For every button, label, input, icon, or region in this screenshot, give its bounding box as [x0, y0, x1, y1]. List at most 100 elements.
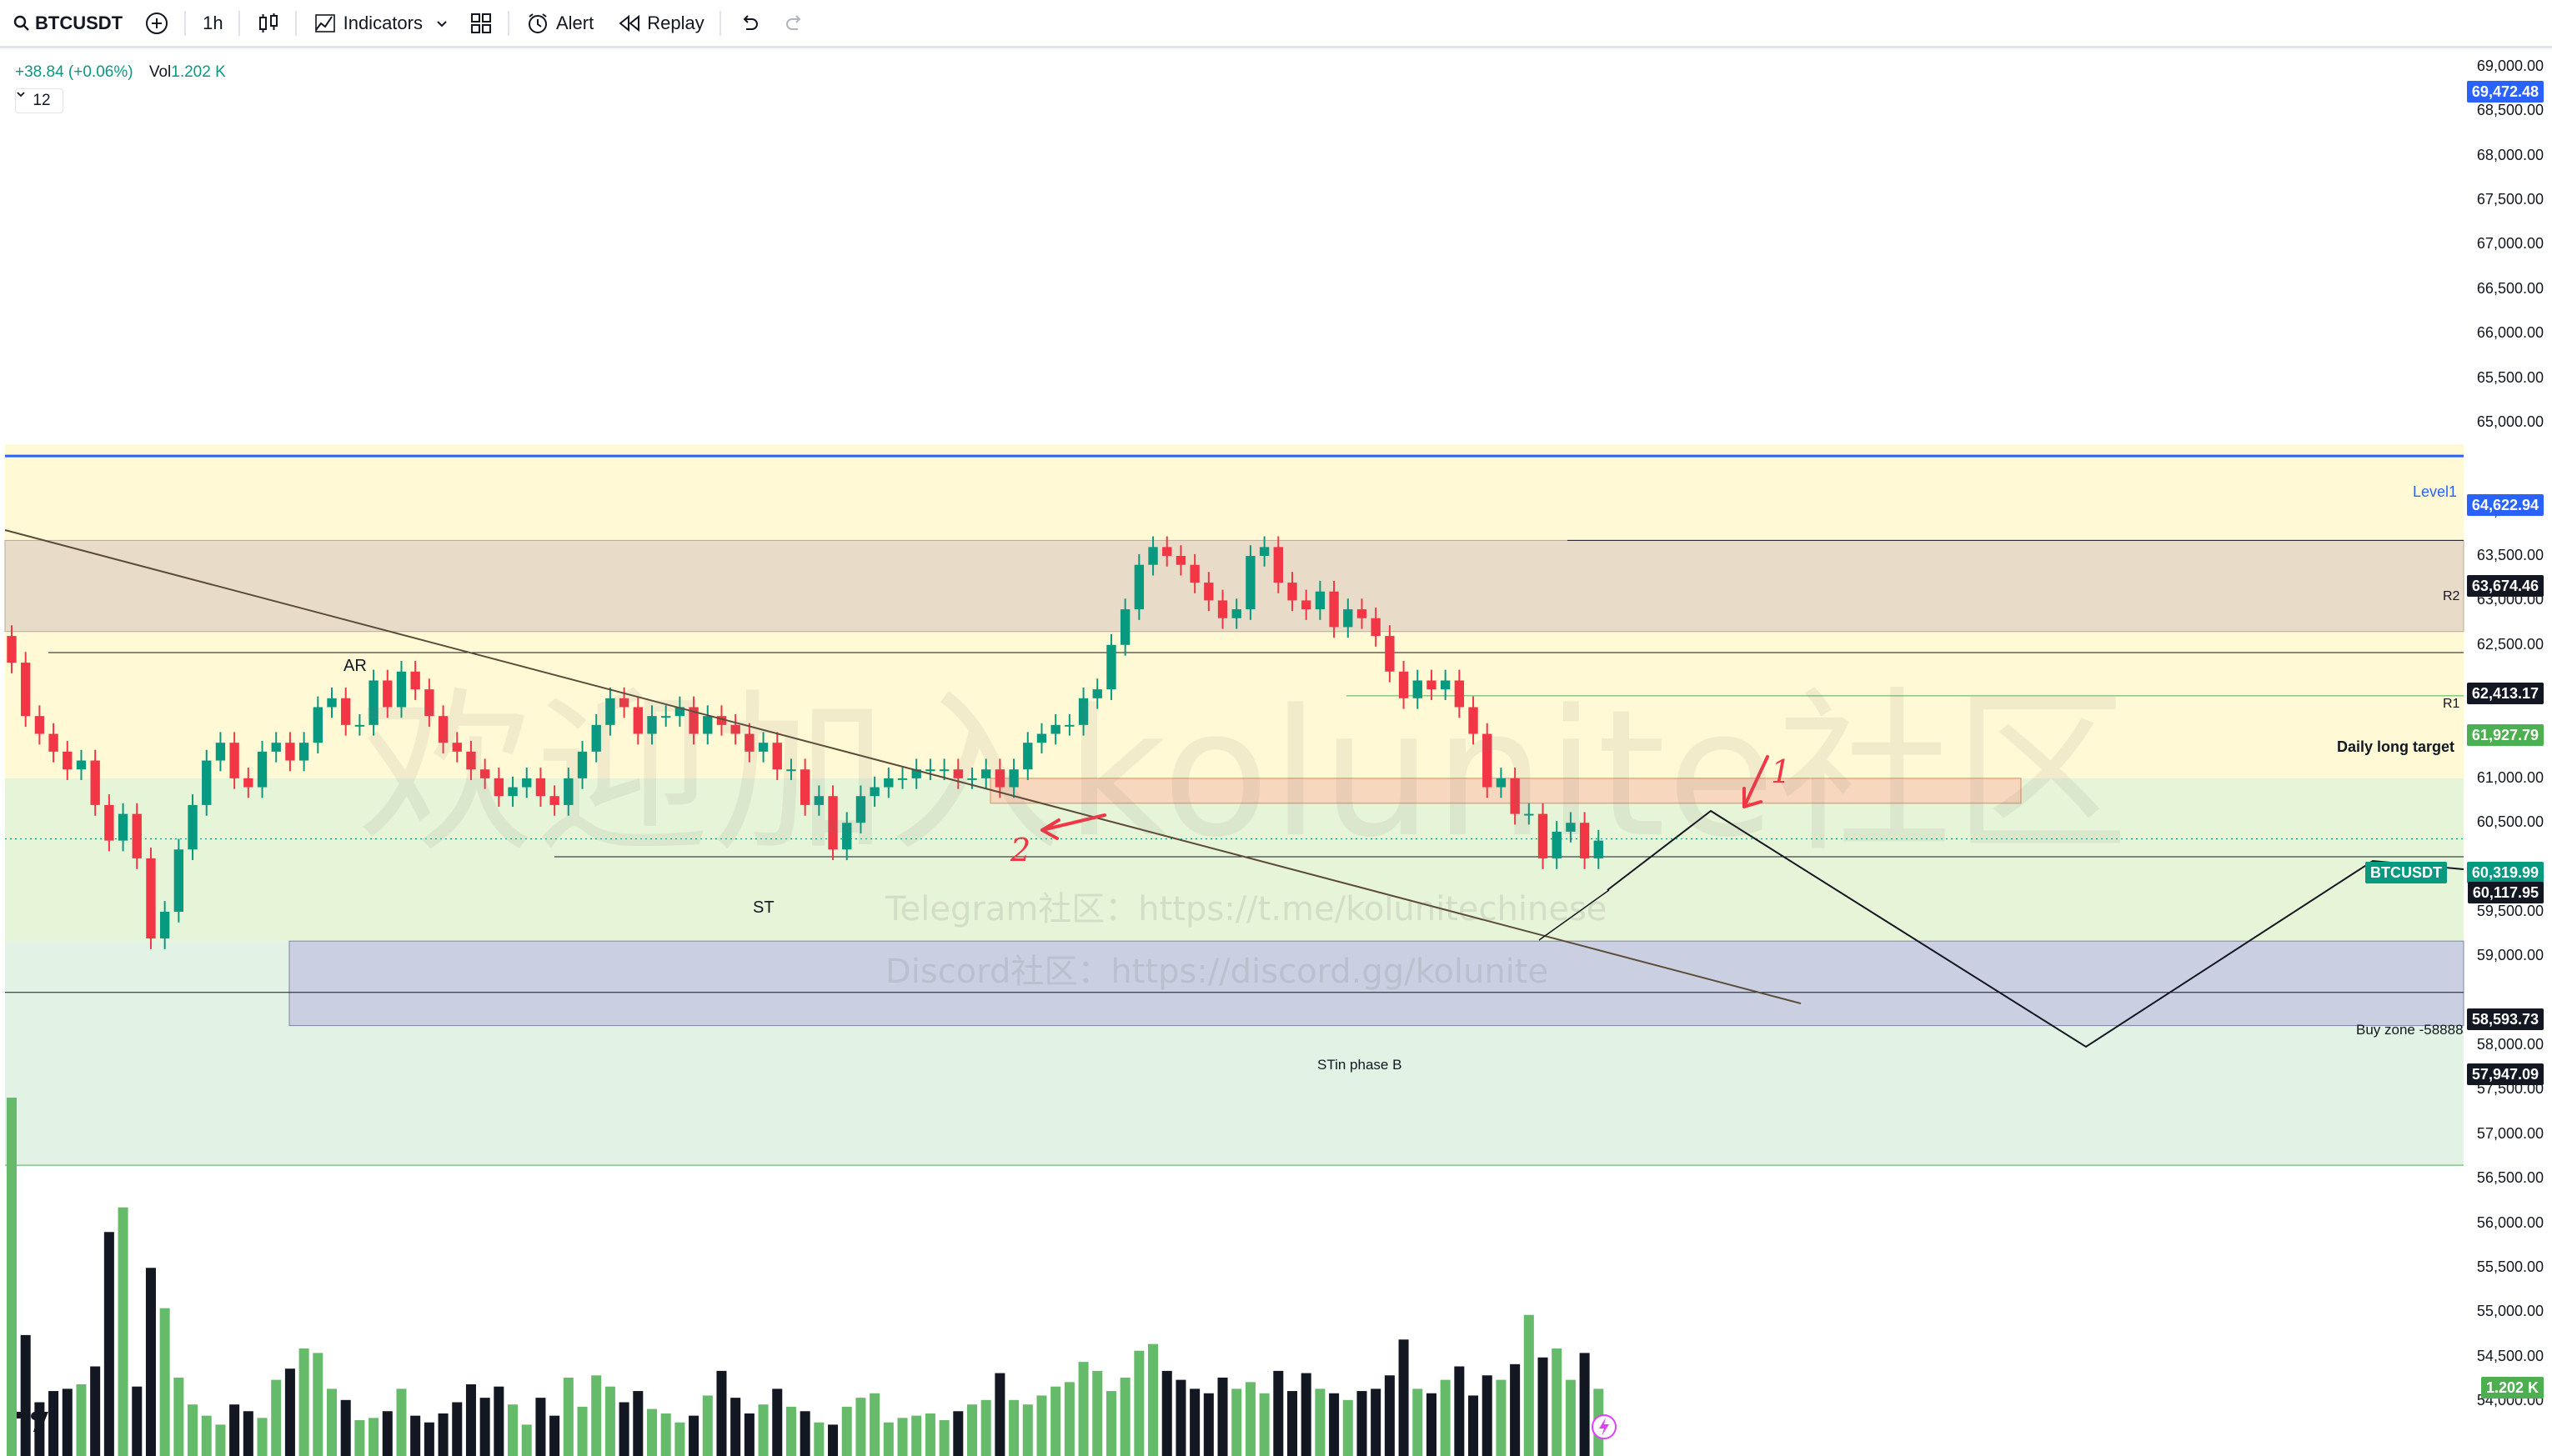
volume-bar [215, 1424, 226, 1456]
candle-body [745, 733, 755, 752]
candle-body [730, 724, 740, 734]
legend-collapse-button[interactable]: 12 [15, 88, 63, 113]
volume-bar [563, 1377, 574, 1456]
volume-bar [1134, 1350, 1145, 1456]
price-axis-tick: 54,500.00 [2476, 1347, 2544, 1364]
label-st: ST [753, 898, 775, 917]
volume-bar [298, 1348, 309, 1456]
volume-bar [1190, 1388, 1201, 1456]
candle-body [1440, 680, 1451, 690]
templates-button[interactable] [469, 0, 493, 48]
arrow-1 [1742, 755, 1769, 808]
volume-bar [1078, 1362, 1089, 1456]
candle-body [1426, 680, 1436, 690]
price-axis-tick: 60,500.00 [2476, 813, 2544, 831]
candle-body [535, 778, 546, 797]
candle-body [995, 769, 1005, 788]
candle-body [633, 707, 643, 734]
grid-icon [469, 12, 493, 35]
zone-buy [288, 940, 2464, 1027]
price-axis-tick: 66,500.00 [2476, 279, 2544, 297]
candle-body [981, 769, 991, 778]
candle-body [1398, 671, 1409, 698]
candle-body [173, 849, 184, 912]
toolbar-divider [507, 10, 509, 36]
volume-bar [716, 1370, 727, 1456]
chart-type-button[interactable] [257, 0, 280, 48]
volume-bar [855, 1398, 866, 1456]
indicators-button[interactable]: Indicators [313, 0, 448, 48]
volume-bar [1342, 1399, 1353, 1456]
symbol-search[interactable]: BTCUSDT [13, 0, 123, 48]
candle-body [1162, 547, 1172, 557]
candle-body [1315, 591, 1326, 610]
legend-collapse-count: 12 [33, 92, 51, 109]
volume-bar [1482, 1375, 1492, 1456]
candle-body [689, 707, 699, 734]
volume-bar [1426, 1393, 1436, 1456]
candle-body [939, 769, 950, 772]
candle-body [354, 724, 365, 727]
chart-area[interactable]: 欢迎加入kolunite社区 Telegram社区：https://t.me/k… [0, 48, 2552, 1456]
volume-bar [646, 1408, 658, 1456]
interval-button[interactable]: 1h [203, 12, 223, 33]
volume-bar [1440, 1379, 1451, 1456]
candle-body [424, 689, 434, 717]
volume-bar [1148, 1343, 1159, 1456]
candle-body [1579, 823, 1590, 858]
candle-body [1524, 813, 1534, 816]
candle-body [1050, 724, 1060, 734]
legend-vol-label: Vol [148, 63, 172, 81]
candle-body [674, 707, 685, 717]
candle-body [159, 911, 170, 938]
price-axis-tick: 67,000.00 [2476, 235, 2544, 253]
volume-bar [1329, 1393, 1340, 1456]
candle-body [132, 813, 142, 858]
candle-body [1371, 618, 1381, 637]
candle-body [1078, 698, 1089, 725]
redo-button[interactable] [785, 0, 806, 48]
alert-button[interactable]: Alert [526, 0, 594, 48]
volume-bar [702, 1395, 713, 1456]
volume-bar [1398, 1339, 1409, 1456]
volume-bar [660, 1413, 671, 1456]
volume-bar [313, 1353, 323, 1456]
alarm-clock-icon [526, 12, 549, 35]
redo-icon [785, 13, 806, 34]
volume-bar [758, 1404, 769, 1456]
volume-bar [1273, 1370, 1284, 1456]
candle-body [76, 760, 87, 770]
legend-line: +38.84 (+0.06%) Vol1.202 K [15, 63, 226, 82]
price-chart[interactable] [0, 48, 2552, 1456]
volume-bar [1537, 1357, 1548, 1456]
label-st-phase-b: STin phase B [1317, 1057, 1402, 1073]
support-line [1538, 889, 1610, 941]
volume-bar [1120, 1377, 1131, 1456]
volume-bar [173, 1377, 184, 1456]
compare-button[interactable] [144, 0, 169, 48]
undo-button[interactable] [738, 0, 760, 48]
candle-body [953, 769, 963, 778]
volume-bar [828, 1424, 839, 1456]
volume-bar [1496, 1379, 1507, 1456]
volume-bar [452, 1402, 463, 1456]
volume-bar [1245, 1382, 1256, 1456]
candle-body [396, 671, 407, 708]
candle-body [619, 698, 629, 708]
chevron-down-icon[interactable] [436, 13, 448, 34]
candle-body [257, 751, 268, 788]
volume-bar [145, 1268, 156, 1456]
volume-bar [591, 1375, 602, 1456]
candle-body [828, 796, 838, 850]
volume-bar [619, 1402, 629, 1456]
volume-bar [271, 1379, 282, 1456]
candle-body [1217, 600, 1228, 618]
replay-button[interactable]: Replay [619, 0, 704, 48]
volume-bar [744, 1413, 755, 1456]
candle-body [1412, 680, 1422, 698]
volume-bar [159, 1308, 170, 1456]
volume-bar [1259, 1393, 1270, 1456]
volume-bar [118, 1207, 128, 1456]
undo-icon [738, 13, 760, 34]
label-r1: R1 [2443, 697, 2460, 711]
